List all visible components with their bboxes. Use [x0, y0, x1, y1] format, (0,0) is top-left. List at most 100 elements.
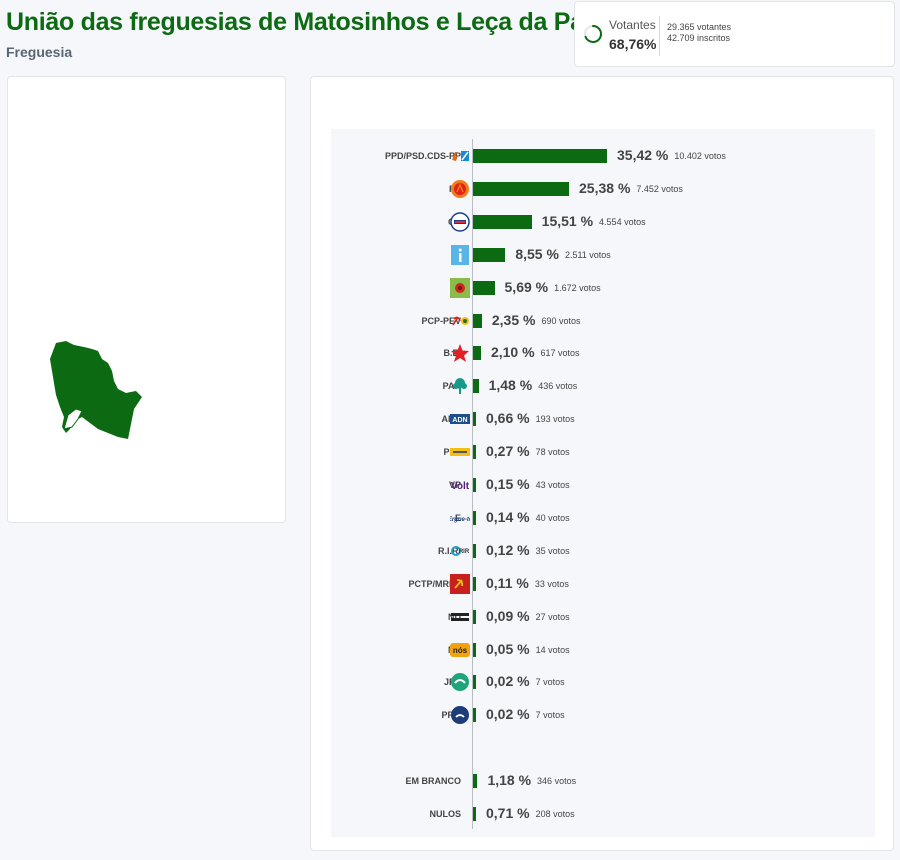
result-row[interactable]: CH 15,51 % 4.554 votos — [331, 212, 891, 232]
result-bar[interactable] — [473, 609, 476, 624]
result-row[interactable]: L 5,69 % 1.672 votos — [331, 278, 891, 298]
percentage-label: 0,09 % — [486, 607, 530, 624]
party-label: NC — [351, 645, 461, 655]
result-row[interactable]: NULOS 0,71 % 208 votos — [331, 804, 891, 824]
result-bar[interactable] — [473, 412, 476, 427]
party-label: E — [351, 513, 461, 523]
result-bar[interactable] — [473, 576, 476, 591]
votes-label: 346 votos — [537, 776, 577, 787]
map-hand-outline — [63, 408, 83, 430]
result-row[interactable]: PCTP/MRPP 0,11 % 33 votos — [331, 574, 891, 594]
result-bar[interactable] — [473, 445, 476, 460]
inscritos-count: 42.709 inscritos — [667, 33, 731, 43]
parish-map-shape — [50, 341, 142, 439]
chega-logo-icon — [450, 212, 470, 232]
votes-label: 4.554 votos — [599, 216, 646, 227]
il-logo-icon — [450, 245, 470, 265]
rir-logo-icon — [450, 541, 470, 561]
result-row[interactable]: PPM 0,02 % 7 votos — [331, 705, 891, 725]
result-row[interactable]: PPD/PSD.CDS-PP 35,42 % 10.402 votos — [331, 146, 891, 166]
votes-label: 27 votos — [535, 611, 570, 622]
party-label: ND — [448, 611, 461, 622]
party-label: PPD/PSD.CDS-PP — [384, 151, 461, 161]
result-row[interactable]: B.E. 2,10 % 617 votos — [331, 343, 891, 363]
percentage-label: 15,51 % — [541, 212, 594, 229]
percentage-label: 2,10 % — [490, 344, 535, 361]
result-bar[interactable] — [473, 280, 495, 295]
result-bar[interactable] — [473, 379, 479, 394]
result-bar[interactable] — [473, 313, 482, 328]
ps-logo-icon — [450, 179, 470, 199]
result-bar[interactable] — [473, 543, 476, 558]
percentage-label: 0,11 % — [486, 574, 529, 591]
result-row[interactable]: PS 25,38 % 7.452 votos — [331, 179, 891, 199]
parish-map[interactable] — [48, 337, 158, 447]
psd-cds-logo-icon — [450, 146, 470, 166]
result-bar[interactable] — [473, 642, 476, 657]
percentage-label: 0,05 % — [486, 640, 530, 657]
result-row[interactable]: IL 8,55 % 2.511 votos — [331, 245, 891, 265]
result-row[interactable]: E 0,14 % 40 votos — [331, 508, 891, 528]
party-label: PPM — [351, 710, 461, 720]
result-row[interactable]: ADN 0,66 % 193 votos — [331, 409, 891, 429]
result-row[interactable]: PCP-PEV 2,35 % 690 votos — [331, 311, 891, 331]
map-card — [7, 76, 286, 523]
result-bar[interactable] — [473, 675, 476, 690]
result-row[interactable]: JPP 0,02 % 7 votos — [331, 672, 891, 692]
percentage-label: 0,66 % — [486, 410, 530, 427]
party-label: B.E. — [443, 348, 461, 359]
party-label: VP — [351, 480, 461, 490]
party-label: PAN — [442, 381, 461, 392]
party-label: ADN — [351, 414, 462, 424]
result-bar[interactable] — [473, 181, 570, 196]
votes-label: 617 votos — [540, 348, 580, 359]
party-label: PCTP/MRPP — [408, 578, 461, 589]
votes-label: 436 votos — [538, 381, 578, 392]
votantes-percentage: 68,76% — [609, 36, 657, 52]
votantes-count: 29.365 votantes — [667, 22, 732, 32]
result-row[interactable]: EM BRANCO 1,18 % 346 votos — [331, 771, 891, 791]
result-row[interactable]: PLS 0,27 % 78 votos — [331, 442, 891, 462]
result-bar[interactable] — [473, 346, 481, 361]
percentage-label: 2,35 % — [491, 311, 536, 328]
turnout-ring-icon — [584, 25, 602, 43]
turnout-ring-arc — [584, 25, 602, 43]
percentage-label: 0,12 % — [486, 541, 530, 558]
result-row[interactable]: R.I.R. 0,12 % 35 votos — [331, 541, 891, 561]
votes-label: 35 votos — [535, 545, 570, 556]
pls-logo-icon — [450, 442, 470, 462]
ergue-te-logo-icon — [450, 508, 470, 528]
percentage-label: 25,38 % — [579, 179, 631, 196]
party-label: PLS — [351, 447, 461, 457]
result-row[interactable]: PAN 1,48 % 436 votos — [331, 376, 891, 396]
party-label: IL — [351, 250, 461, 260]
votes-label: 7.452 votos — [636, 183, 683, 194]
adn-logo-icon — [450, 409, 470, 429]
party-label: R.I.R. — [437, 545, 461, 556]
result-bar[interactable] — [473, 708, 476, 723]
result-bar[interactable] — [473, 807, 476, 822]
pctp-logo-icon — [450, 574, 470, 594]
chart-area — [331, 129, 875, 837]
result-bar[interactable] — [473, 510, 476, 525]
livre-logo-icon — [450, 278, 470, 298]
result-bar[interactable] — [473, 214, 532, 229]
votes-label: 7 votos — [535, 677, 565, 688]
page-subtitle: Freguesia — [6, 44, 73, 60]
result-row[interactable]: NC 0,05 % 14 votos — [331, 640, 891, 660]
be-star-logo-icon — [450, 343, 470, 363]
pcp-pev-logo-icon — [450, 311, 470, 331]
result-row[interactable]: ND 0,09 % 27 votos — [331, 607, 891, 627]
party-label: PS — [351, 184, 461, 194]
result-bar[interactable] — [473, 247, 506, 262]
result-row[interactable]: VP 0,15 % 43 votos — [331, 475, 891, 495]
votes-label: 40 votos — [535, 512, 570, 523]
votes-label: 690 votos — [541, 315, 581, 326]
result-bar[interactable] — [473, 149, 607, 163]
result-bar[interactable] — [473, 774, 478, 789]
result-bar[interactable] — [473, 478, 476, 492]
party-label: JPP — [351, 677, 461, 687]
ppm-logo-icon — [450, 705, 470, 725]
percentage-label: 0,14 % — [486, 508, 530, 525]
votes-label: 208 votos — [535, 809, 575, 820]
